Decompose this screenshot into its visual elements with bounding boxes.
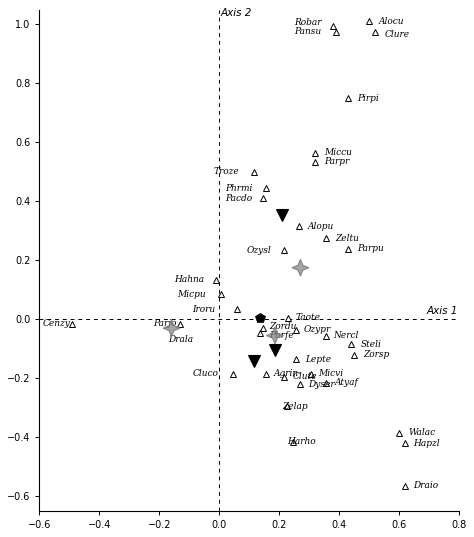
Text: Pansu: Pansu [294,27,321,37]
Polygon shape [163,320,180,336]
Text: Atyaf: Atyaf [335,378,359,387]
Text: Parpu: Parpu [357,244,384,253]
Text: Cenzy: Cenzy [43,320,70,328]
Text: Micvi: Micvi [319,369,344,379]
Text: Nercl: Nercl [333,331,359,340]
Text: Steli: Steli [360,340,381,349]
Text: Walac: Walac [409,429,436,437]
Text: Miccu: Miccu [324,148,352,157]
Text: Parpr: Parpr [324,157,350,166]
Text: Harho: Harho [287,437,316,446]
Text: Alopu: Alopu [308,222,334,231]
Text: Iroru: Iroru [192,304,216,314]
Text: Axis 1: Axis 1 [427,307,458,316]
Text: Pacdo: Pacdo [226,194,253,203]
Text: Parjo: Parjo [154,320,177,328]
Text: Pirpi: Pirpi [357,93,379,103]
Text: Zelap: Zelap [283,402,308,411]
Text: Axis 2: Axis 2 [221,9,252,18]
Text: Lepte: Lepte [305,354,331,364]
Text: Ozypr: Ozypr [303,325,331,334]
Text: Hapzl: Hapzl [413,439,439,448]
Text: Agrin: Agrin [273,369,299,379]
Polygon shape [292,259,309,276]
Text: Zeltu: Zeltu [335,234,359,243]
Text: Clure: Clure [384,30,410,39]
Text: Drala: Drala [168,336,193,344]
Text: Ozysl: Ozysl [246,245,271,255]
Text: Zorsp: Zorsp [364,350,390,359]
Text: Phrmi: Phrmi [226,184,253,193]
Text: Zordu: Zordu [269,322,296,331]
Text: Clute: Clute [293,372,318,381]
Text: Cluco: Cluco [192,369,219,379]
Text: Robar: Robar [294,18,322,27]
Text: Hahna: Hahna [174,275,205,284]
Text: Troze: Troze [213,168,239,176]
Text: Dyser: Dyser [308,380,335,389]
Text: Phrfe: Phrfe [269,331,294,340]
Text: Draio: Draio [413,482,438,490]
Text: Micpu: Micpu [177,290,206,299]
Polygon shape [266,327,283,344]
Text: Taote: Taote [296,314,321,322]
Text: Alocu: Alocu [378,17,404,26]
